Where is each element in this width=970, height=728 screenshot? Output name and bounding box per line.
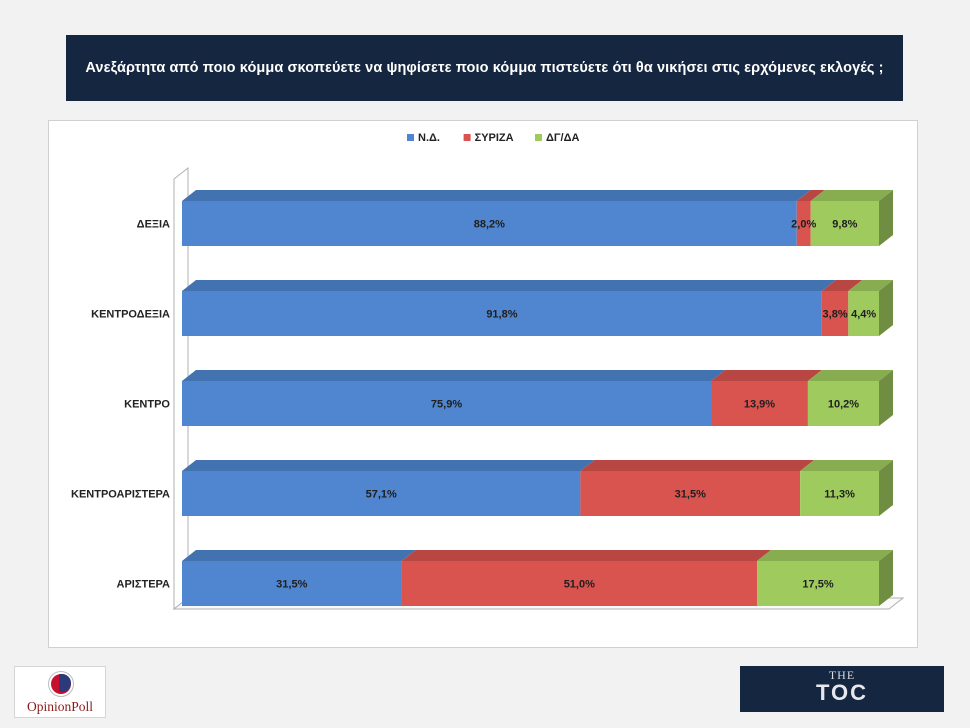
thetoc-logo-toc: TOC: [815, 680, 869, 705]
bar-side-1: [879, 280, 893, 336]
bar-top-4-2: [757, 550, 893, 561]
bar-top-4-1: [401, 550, 772, 561]
bar-top-0-2: [810, 190, 893, 201]
bar-top-2-0: [182, 370, 726, 381]
category-label-4: ΑΡΙΣΤΕΡΑ: [117, 579, 171, 591]
bar-top-3-2: [800, 460, 893, 471]
chart-area: Ν.Δ. ΣΥΡΙΖΑ ΔΓ/ΔΑ 88,2% 2,0% 9,8% ΔΕΞΙΑ 91,8% 3,…: [48, 120, 918, 648]
data-label-2-2: 10,2%: [828, 399, 859, 411]
bar-side-4: [879, 550, 893, 606]
opinionpoll-logo: OpinionPoll: [14, 666, 106, 718]
bar-0-2: [810, 201, 879, 246]
bar-4-0: [182, 561, 402, 606]
bar-2-2: [807, 381, 879, 426]
bar-side-3: [879, 460, 893, 516]
data-label-4-0: 31,5%: [276, 579, 307, 591]
opinionpoll-logo-text: OpinionPoll: [26, 699, 93, 714]
thetoc-logo: THE TOC: [740, 666, 944, 712]
thetoc-logo-the: THE: [828, 668, 856, 682]
bar-side-2: [879, 370, 893, 426]
bar-0-0: [182, 201, 797, 246]
bar-4-2: [757, 561, 879, 606]
data-label-3-2: 11,3%: [824, 489, 855, 501]
legend-label-2: ΔΓ/ΔΑ: [546, 132, 579, 144]
bar-top-3-0: [182, 460, 595, 471]
bar-top-2-2: [807, 370, 893, 381]
category-label-2: ΚΕΝΤΡΟ: [124, 399, 170, 411]
bar-3-1: [580, 471, 801, 516]
data-label-3-1: 31,5%: [675, 489, 706, 501]
data-label-1-0: 91,8%: [486, 309, 517, 321]
category-label-3: ΚΕΝΤΡΟΑΡΙΣΤΕΡΑ: [71, 489, 170, 501]
bar-1-0: [182, 291, 822, 336]
bar-2-0: [182, 381, 712, 426]
bar-4-1: [401, 561, 758, 606]
bar-3-2: [800, 471, 879, 516]
category-label-0: ΔΕΞΙΑ: [137, 219, 170, 231]
data-label-0-1: 2,0%: [791, 219, 816, 231]
opinionpoll-emblem-icon: [48, 671, 74, 697]
category-label-1: ΚΕΝΤΡΟΔΕΞΙΑ: [91, 309, 170, 321]
bar-0-1: [796, 201, 811, 246]
data-label-1-1: 3,8%: [823, 309, 848, 321]
bar-top-3-1: [580, 460, 815, 471]
bar-1-2: [848, 291, 879, 336]
chart-title: Ανεξάρτητα από ποιο κόμμα σκοπεύετε να ψ…: [66, 35, 903, 101]
bar-top-1-0: [182, 280, 836, 291]
data-label-4-1: 51,0%: [564, 579, 595, 591]
bar-2-1: [711, 381, 808, 426]
legend-swatch-1: [463, 134, 471, 141]
bar-3-0: [182, 471, 581, 516]
data-label-1-2: 4,4%: [851, 309, 876, 321]
data-label-0-2: 9,8%: [832, 219, 857, 231]
bar-top-0-0: [182, 190, 811, 201]
bar-1-1: [821, 291, 849, 336]
legend-swatch-0: [407, 134, 414, 141]
data-label-3-0: 57,1%: [366, 489, 397, 501]
bar-side-0: [879, 190, 893, 246]
data-label-0-0: 88,2%: [474, 219, 505, 231]
legend-label-1: ΣΥΡΙΖΑ: [475, 132, 514, 144]
legend-swatch-2: [535, 134, 542, 141]
data-label-4-2: 17,5%: [802, 579, 833, 591]
bar-top-4-0: [182, 550, 416, 561]
bar-top-1-1: [821, 280, 863, 291]
bar-top-1-2: [848, 280, 893, 291]
bar-top-2-1: [711, 370, 822, 381]
data-label-2-0: 75,9%: [431, 399, 462, 411]
bar-top-0-1: [796, 190, 825, 201]
stacked-bar-chart: Ν.Δ. ΣΥΡΙΖΑ ΔΓ/ΔΑ 88,2% 2,0% 9,8% ΔΕΞΙΑ 91,8% 3,…: [71, 132, 905, 611]
legend-label-0: Ν.Δ.: [418, 132, 440, 144]
data-label-2-1: 13,9%: [744, 399, 775, 411]
